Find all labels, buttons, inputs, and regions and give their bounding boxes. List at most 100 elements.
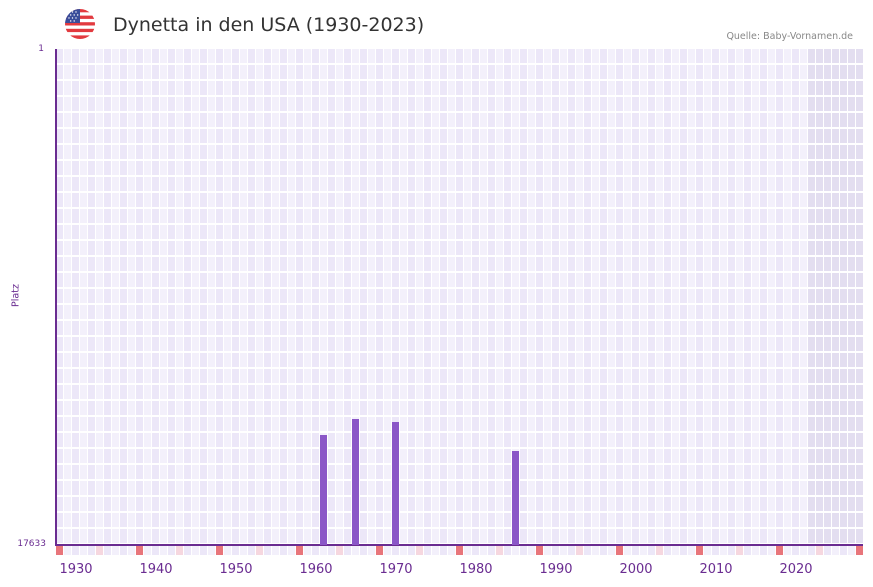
grid-column xyxy=(424,49,432,545)
grid-column xyxy=(648,49,656,545)
grid-column xyxy=(408,49,416,545)
grid-column xyxy=(632,49,640,545)
year-cell xyxy=(568,546,575,555)
decade-marker xyxy=(696,546,703,555)
year-cell xyxy=(800,546,807,555)
year-cell xyxy=(392,546,399,555)
decade-marker xyxy=(616,546,623,555)
grid-column xyxy=(472,49,480,545)
grid-column xyxy=(384,49,392,545)
year-cell xyxy=(144,546,151,555)
x-axis-line xyxy=(55,544,863,546)
year-cell xyxy=(624,546,631,555)
x-tick-label: 1970 xyxy=(379,562,413,577)
year-cell xyxy=(384,546,391,555)
grid-column xyxy=(776,49,784,545)
grid-column xyxy=(552,49,560,545)
year-cell xyxy=(768,546,775,555)
year-cell xyxy=(792,546,799,555)
x-tick-label: 1960 xyxy=(299,562,333,577)
grid-column xyxy=(152,49,160,545)
year-cell xyxy=(112,546,119,555)
y-tick-bottom: 17633 xyxy=(17,539,46,549)
year-cell xyxy=(600,546,607,555)
half-decade-marker xyxy=(336,546,343,555)
grid-column xyxy=(832,49,840,545)
year-cell xyxy=(320,546,327,555)
grid-column xyxy=(616,49,624,545)
grid-column xyxy=(336,49,344,545)
grid-column xyxy=(704,49,712,545)
bar-1965[interactable] xyxy=(352,419,359,545)
half-decade-marker xyxy=(496,546,503,555)
grid-column xyxy=(584,49,592,545)
grid-column xyxy=(400,49,408,545)
grid-column xyxy=(656,49,664,545)
grid-column xyxy=(160,49,168,545)
grid-column xyxy=(488,49,496,545)
bar-1970[interactable] xyxy=(392,422,399,545)
x-tick-label: 2010 xyxy=(699,562,733,577)
year-cell xyxy=(344,546,351,555)
grid-column xyxy=(392,49,400,545)
grid-column xyxy=(144,49,152,545)
year-cell xyxy=(608,546,615,555)
half-decade-marker xyxy=(656,546,663,555)
grid-column xyxy=(216,49,224,545)
decade-marker xyxy=(856,546,863,555)
grid-column xyxy=(736,49,744,545)
grid-column xyxy=(808,49,816,545)
decade-marker xyxy=(216,546,223,555)
grid-column xyxy=(448,49,456,545)
x-tick-label: 2000 xyxy=(619,562,653,577)
grid-column xyxy=(264,49,272,545)
grid-column xyxy=(376,49,384,545)
year-cell xyxy=(280,546,287,555)
year-cell xyxy=(80,546,87,555)
year-cell xyxy=(408,546,415,555)
grid-column xyxy=(328,49,336,545)
grid-column xyxy=(696,49,704,545)
year-cell xyxy=(480,546,487,555)
year-cell xyxy=(152,546,159,555)
grid-column xyxy=(256,49,264,545)
half-decade-marker xyxy=(176,546,183,555)
grid-column xyxy=(720,49,728,545)
year-cell xyxy=(240,546,247,555)
year-cell xyxy=(520,546,527,555)
bar-1985[interactable] xyxy=(512,451,519,545)
half-decade-marker xyxy=(816,546,823,555)
year-cell xyxy=(88,546,95,555)
grid-column xyxy=(592,49,600,545)
grid-column xyxy=(168,49,176,545)
x-tick-label: 1930 xyxy=(59,562,93,577)
grid-column xyxy=(296,49,304,545)
year-cell xyxy=(688,546,695,555)
grid-column xyxy=(272,49,280,545)
grid-column xyxy=(72,49,80,545)
grid-column xyxy=(80,49,88,545)
grid-column xyxy=(208,49,216,545)
grid-column xyxy=(56,49,64,545)
grid-column xyxy=(576,49,584,545)
year-cell xyxy=(264,546,271,555)
year-cell xyxy=(352,546,359,555)
year-cell xyxy=(712,546,719,555)
year-cell xyxy=(528,546,535,555)
grid-column xyxy=(288,49,296,545)
decade-marker xyxy=(296,546,303,555)
grid-column xyxy=(128,49,136,545)
half-decade-marker xyxy=(736,546,743,555)
y-tick-top: 1 xyxy=(38,44,44,54)
grid-column xyxy=(856,49,864,545)
year-cell xyxy=(464,546,471,555)
year-cell xyxy=(504,546,511,555)
y-axis-line xyxy=(55,49,57,546)
year-cell xyxy=(808,546,815,555)
year-cell xyxy=(680,546,687,555)
year-cell xyxy=(208,546,215,555)
grid-column xyxy=(792,49,800,545)
source-label: Quelle: Baby-Vornamen.de xyxy=(726,31,853,42)
bar-1961[interactable] xyxy=(320,434,327,545)
year-cell xyxy=(752,546,759,555)
